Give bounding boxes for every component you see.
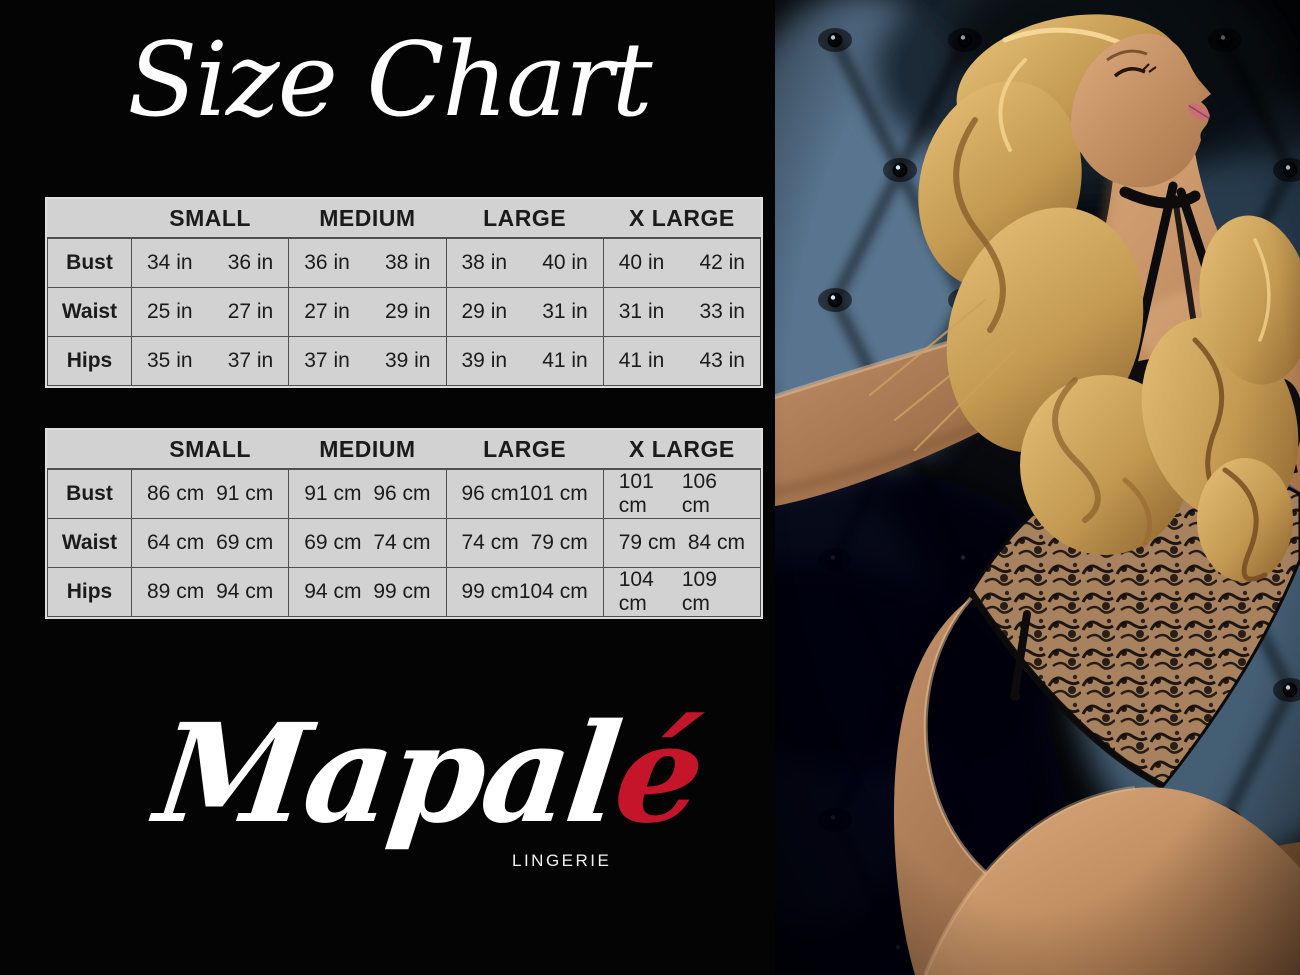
size-cell: 38 in 40 in (445, 237, 604, 288)
size-cell: 104 cm 109 cm (602, 567, 762, 617)
column-header-small: SMALL (131, 199, 289, 239)
size-cell: 27 in 29 in (288, 287, 447, 337)
size-cell: 79 cm 84 cm (602, 518, 762, 568)
size-cell: 91 cm 96 cm (288, 468, 447, 519)
corner-cell (47, 199, 132, 239)
column-header-xlarge: X LARGE (603, 430, 761, 470)
size-cell: 89 cm 94 cm (130, 567, 290, 617)
column-header-small: SMALL (131, 430, 289, 470)
row-label: Bust (47, 237, 132, 288)
table-row-waist: Waist 25 in 27 in 27 in 29 in 29 in 31 in 3… (47, 287, 762, 337)
size-cell: 94 cm 99 cm (288, 567, 447, 617)
row-label: Hips (47, 336, 132, 386)
size-table-centimeters: SMALL MEDIUM LARGE X LARGE Bust 86 cm 91 … (45, 428, 763, 619)
size-cell: 101 cm 106 cm (602, 468, 762, 519)
size-cell: 69 cm 74 cm (288, 518, 447, 568)
size-cell: 34 in 36 in (130, 237, 290, 288)
table-row-hips: Hips 35 in 37 in 37 in 39 in 39 in 41 in 41… (47, 336, 762, 386)
column-header-medium: MEDIUM (288, 199, 446, 239)
photo-vignette (775, 0, 1300, 975)
size-cell: 36 in 38 in (288, 237, 447, 288)
size-cell: 99 cm 104 cm (445, 567, 604, 617)
row-label: Hips (47, 567, 132, 617)
column-header-large: LARGE (446, 199, 604, 239)
size-cell: 40 in 42 in (602, 237, 762, 288)
size-cell: 25 in 27 in (130, 287, 290, 337)
header-row: SMALL MEDIUM LARGE X LARGE (47, 199, 761, 239)
size-cell: 29 in 31 in (445, 287, 604, 337)
size-cell: 64 cm 69 cm (130, 518, 290, 568)
table-row-hips: Hips 89 cm 94 cm 94 cm 99 cm 99 cm 104 cm 1… (47, 567, 762, 617)
table-row-waist: Waist 64 cm 69 cm 69 cm 74 cm 74 cm 79 cm 7… (47, 518, 762, 568)
size-cell: 96 cm 101 cm (445, 468, 604, 519)
model-photo (775, 0, 1300, 975)
table-row-bust: Bust 34 in 36 in 36 in 38 in 38 in 40 in 40… (47, 237, 762, 288)
corner-cell (47, 430, 132, 470)
size-cell: 37 in 39 in (288, 336, 447, 386)
row-label: Waist (47, 518, 132, 568)
page-title: Size Chart (127, 21, 652, 140)
size-cell: 41 in 43 in (602, 336, 762, 386)
size-cell: 35 in 37 in (130, 336, 290, 386)
column-header-xlarge: X LARGE (603, 199, 761, 239)
row-label: Bust (47, 468, 132, 519)
brand-logo: Mapalé (148, 694, 710, 854)
brand-tagline: LINGERIE (512, 851, 612, 870)
size-cell: 74 cm 79 cm (445, 518, 604, 568)
row-label: Waist (47, 287, 132, 337)
column-header-medium: MEDIUM (288, 430, 446, 470)
column-header-large: LARGE (446, 430, 604, 470)
size-cell: 39 in 41 in (445, 336, 604, 386)
size-table-inches: SMALL MEDIUM LARGE X LARGE Bust 34 in 36 … (45, 197, 763, 388)
size-cell: 31 in 33 in (602, 287, 762, 337)
size-cell: 86 cm 91 cm (130, 468, 290, 519)
table-row-bust: Bust 86 cm 91 cm 91 cm 96 cm 96 cm 101 cm 1… (47, 468, 762, 519)
header-row: SMALL MEDIUM LARGE X LARGE (47, 430, 761, 470)
